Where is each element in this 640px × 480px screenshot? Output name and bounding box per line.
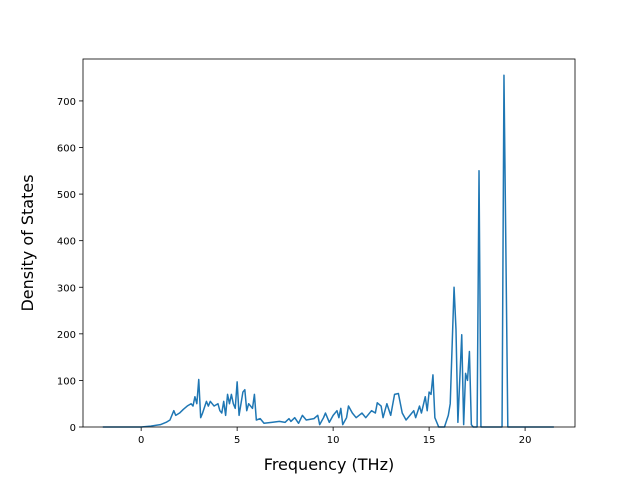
y-tick-label: 600 bbox=[57, 144, 76, 155]
y-tick-label: 200 bbox=[57, 330, 76, 341]
y-tick-label: 0 bbox=[70, 423, 76, 434]
x-tick-label: 10 bbox=[327, 435, 340, 446]
y-tick-label: 500 bbox=[57, 190, 76, 201]
x-tick-label: 0 bbox=[138, 435, 144, 446]
x-tick-label: 15 bbox=[423, 435, 436, 446]
line-series bbox=[102, 74, 554, 428]
x-tick-label: 20 bbox=[519, 435, 532, 446]
x-tick-label: 5 bbox=[234, 435, 240, 446]
y-tick-label: 700 bbox=[57, 97, 76, 108]
y-axis-label: Density of States bbox=[18, 174, 37, 311]
y-tick-label: 300 bbox=[57, 283, 76, 294]
x-axis-label: Frequency (THz) bbox=[264, 455, 394, 474]
plot-frame bbox=[82, 58, 576, 428]
y-tick-label: 100 bbox=[57, 376, 76, 387]
y-tick-label: 400 bbox=[57, 237, 76, 248]
